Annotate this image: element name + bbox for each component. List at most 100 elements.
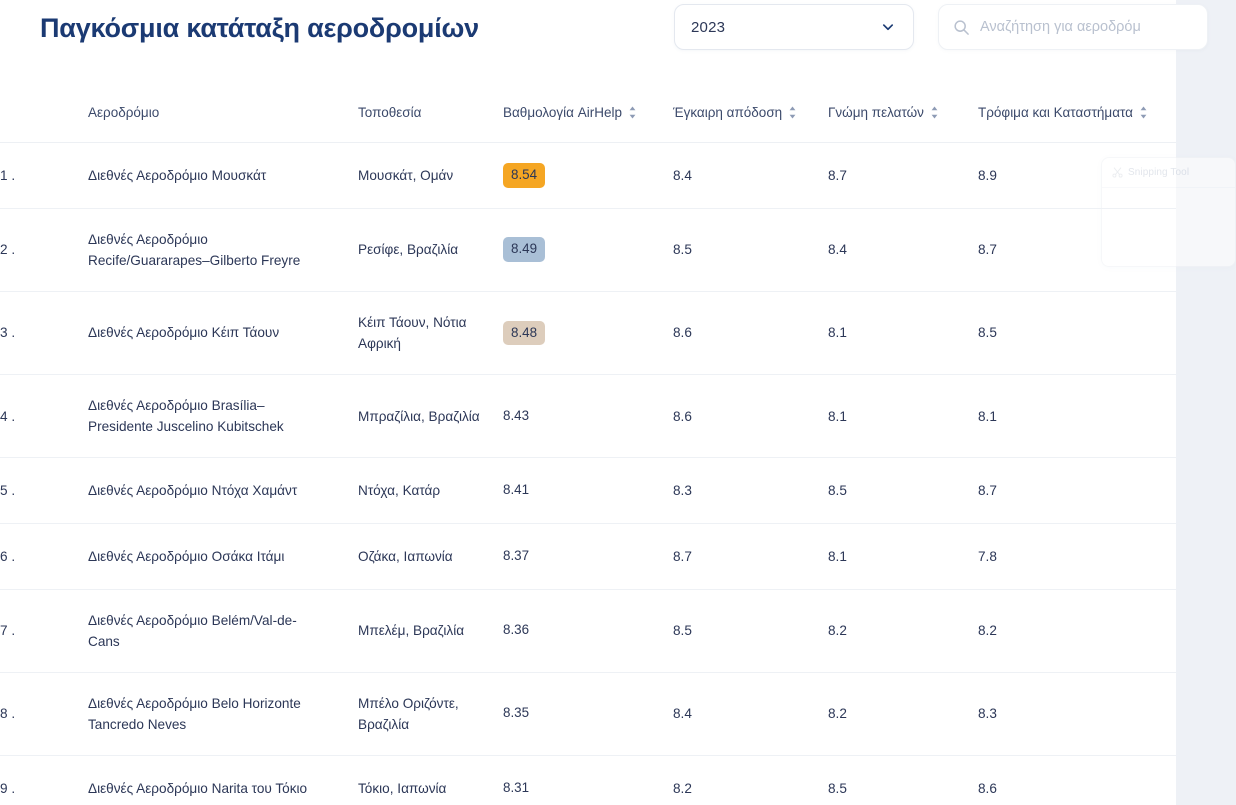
table-row[interactable]: 4 . Διεθνές Αεροδρόμιο Brasília–President… <box>0 375 1176 458</box>
column-header-location-label: Τοποθεσία <box>358 105 422 120</box>
column-header-rank <box>0 105 88 143</box>
sort-icon[interactable] <box>788 106 797 119</box>
row-on-time-performance: 8.6 <box>673 408 692 424</box>
row-airport-name[interactable]: Διεθνές Αεροδρόμιο Belém/Val-de-Cans <box>88 612 297 649</box>
row-airhelp-score: 8.35 <box>503 672 673 755</box>
row-on-time-performance: 8.2 <box>673 780 692 796</box>
row-on-time-performance: 8.3 <box>673 482 692 498</box>
row-airport-name[interactable]: Διεθνές Αεροδρόμιο Κέιπ Τάουν <box>88 325 280 341</box>
table-row[interactable]: 9 . Διεθνές Αεροδρόμιο Narita του Τόκιο Τό… <box>0 755 1176 805</box>
score-badge-bronze: 8.48 <box>503 320 546 346</box>
row-rank: 9 . <box>0 780 16 796</box>
row-rank: 6 . <box>0 548 16 564</box>
score-value: 8.41 <box>503 482 530 498</box>
row-customer-opinion: 8.5 <box>828 482 847 498</box>
score-badge-silver: 8.49 <box>503 237 546 263</box>
row-airhelp-score: 8.31 <box>503 755 673 805</box>
chevron-down-icon <box>882 24 894 31</box>
sort-icon[interactable] <box>930 106 939 119</box>
row-rank: 1 . <box>0 167 16 183</box>
row-food-and-shops: 8.5 <box>978 325 997 341</box>
row-customer-opinion: 8.5 <box>828 780 847 796</box>
row-airhelp-score: 8.36 <box>503 589 673 672</box>
row-airport-name[interactable]: Διεθνές Αεροδρόμιο Narita του Τόκιο <box>88 780 308 796</box>
row-rank: 7 . <box>0 623 16 639</box>
row-airport-name[interactable]: Διεθνές Αεροδρόμιο Belo Horizonte Tancre… <box>88 695 301 732</box>
snipping-tool-ghost-window: Snipping Tool <box>1101 157 1236 267</box>
ranking-table-wrapper: Αεροδρόμιο Τοποθεσία Βαθμολογία AirHelp <box>0 105 1176 805</box>
row-customer-opinion: 8.4 <box>828 242 847 258</box>
row-location: Μουσκάτ, Ομάν <box>358 167 454 183</box>
column-header-location: Τοποθεσία <box>358 105 503 143</box>
row-food-and-shops: 8.6 <box>978 780 997 796</box>
sort-icon[interactable] <box>1139 106 1148 119</box>
row-airhelp-score: 8.54 <box>503 143 673 209</box>
row-location: Ρεσίφε, Βραζιλία <box>358 242 459 258</box>
ranking-table: Αεροδρόμιο Τοποθεσία Βαθμολογία AirHelp <box>0 105 1176 805</box>
table-row[interactable]: 5 . Διεθνές Αεροδρόμιο Ντόχα Χαμάντ Ντόχα,… <box>0 458 1176 524</box>
table-header: Αεροδρόμιο Τοποθεσία Βαθμολογία AirHelp <box>0 105 1176 143</box>
ghost-window-title: Snipping Tool <box>1128 167 1190 178</box>
row-on-time-performance: 8.6 <box>673 325 692 341</box>
column-header-airport-label: Αεροδρόμιο <box>88 105 160 120</box>
row-airport-name[interactable]: Διεθνές Αεροδρόμιο Brasília–Presidente J… <box>88 398 284 435</box>
table-header-row: Αεροδρόμιο Τοποθεσία Βαθμολογία AirHelp <box>0 105 1176 143</box>
row-on-time-performance: 8.4 <box>673 706 692 722</box>
row-location: Οζάκα, Ιαπωνία <box>358 548 453 564</box>
row-on-time-performance: 8.7 <box>673 548 692 564</box>
column-header-airhelp-score[interactable]: Βαθμολογία AirHelp <box>503 105 673 143</box>
row-location: Τόκιο, Ιαπωνία <box>358 780 447 796</box>
column-header-on-time-performance[interactable]: Έγκαιρη απόδοση <box>673 105 828 143</box>
year-select-value: 2023 <box>691 18 726 36</box>
year-select[interactable]: 2023 <box>674 4 914 50</box>
sort-icon[interactable] <box>628 106 637 119</box>
scissors-icon <box>1112 167 1123 178</box>
column-header-customer-opinion-label: Γνώμη πελατών <box>828 105 924 120</box>
table-row[interactable]: 1 . Διεθνές Αεροδρόμιο Μουσκάτ Μουσκάτ, Ομ… <box>0 143 1176 209</box>
table-row[interactable]: 8 . Διεθνές Αεροδρόμιο Belo Horizonte Tan… <box>0 672 1176 756</box>
row-airport-name[interactable]: Διεθνές Αεροδρόμιο Μουσκάτ <box>88 167 267 183</box>
row-customer-opinion: 8.1 <box>828 548 847 564</box>
search-box[interactable] <box>938 4 1208 50</box>
row-food-and-shops: 8.2 <box>978 623 997 639</box>
row-airport-name[interactable]: Διεθνές Αεροδρόμιο Ντόχα Χαμάντ <box>88 482 298 498</box>
row-rank: 3 . <box>0 325 16 341</box>
table-row[interactable]: 2 . Διεθνές Αεροδρόμιο Recife/Guararapes–… <box>0 208 1176 292</box>
row-airhelp-score: 8.43 <box>503 375 673 458</box>
row-food-and-shops: 8.7 <box>978 242 997 258</box>
score-value: 8.31 <box>503 779 530 795</box>
row-customer-opinion: 8.2 <box>828 623 847 639</box>
header-controls: 2023 <box>674 4 1208 50</box>
row-rank: 2 . <box>0 242 16 258</box>
row-food-and-shops: 8.7 <box>978 482 997 498</box>
page-title: Παγκόσμια κατάταξη αεροδρομίων <box>40 12 479 43</box>
row-on-time-performance: 8.5 <box>673 623 692 639</box>
row-airport-name[interactable]: Διεθνές Αεροδρόμιο Recife/Guararapes–Gil… <box>88 231 301 268</box>
table-row[interactable]: 6 . Διεθνές Αεροδρόμιο Οσάκα Ιτάμι Οζάκα, … <box>0 523 1176 590</box>
row-rank: 5 . <box>0 482 16 498</box>
row-location: Μπελέμ, Βραζιλία <box>358 623 465 639</box>
row-location: Μπέλο Οριζόντε, Βραζιλία <box>358 695 459 732</box>
table-row[interactable]: 3 . Διεθνές Αεροδρόμιο Κέιπ Τάουν Κέιπ Τάο… <box>0 291 1176 375</box>
table-row[interactable]: 7 . Διεθνές Αεροδρόμιο Belém/Val-de-Cans Μ… <box>0 589 1176 673</box>
row-airhelp-score: 8.37 <box>503 523 673 589</box>
row-food-and-shops: 8.3 <box>978 706 997 722</box>
column-header-customer-opinion[interactable]: Γνώμη πελατών <box>828 105 978 143</box>
row-location: Μπραζίλια, Βραζιλία <box>358 408 480 424</box>
column-header-airhelp-score-label: Βαθμολογία AirHelp <box>503 105 622 120</box>
row-on-time-performance: 8.5 <box>673 242 692 258</box>
search-input[interactable] <box>980 19 1193 35</box>
row-customer-opinion: 8.1 <box>828 408 847 424</box>
ghost-window-titlebar: Snipping Tool <box>1102 158 1235 188</box>
column-header-food-and-shops[interactable]: Τρόφιμα και Καταστήματα <box>978 105 1176 143</box>
row-customer-opinion: 8.2 <box>828 706 847 722</box>
table-body: 1 . Διεθνές Αεροδρόμιο Μουσκάτ Μουσκάτ, Ομ… <box>0 143 1176 805</box>
row-rank: 8 . <box>0 706 16 722</box>
score-badge-gold: 8.54 <box>503 163 546 188</box>
score-value: 8.43 <box>503 407 530 423</box>
row-airport-name[interactable]: Διεθνές Αεροδρόμιο Οσάκα Ιτάμι <box>88 548 285 564</box>
score-value: 8.35 <box>503 705 530 721</box>
row-airhelp-score: 8.48 <box>503 291 673 374</box>
column-header-airport: Αεροδρόμιο <box>88 105 358 143</box>
